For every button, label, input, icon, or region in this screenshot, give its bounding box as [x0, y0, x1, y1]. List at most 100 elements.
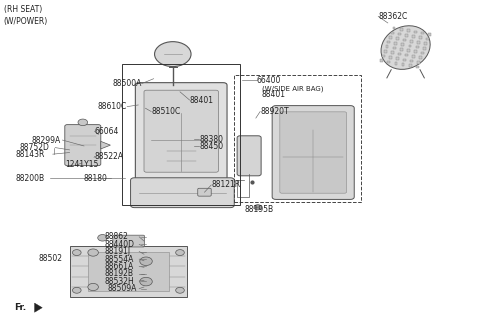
Bar: [400, 48, 403, 51]
Bar: [122, 64, 240, 205]
Text: 88143R: 88143R: [16, 150, 45, 159]
Text: 88450: 88450: [199, 142, 223, 151]
Bar: [419, 56, 422, 59]
Circle shape: [88, 249, 98, 256]
Text: 88121R: 88121R: [211, 180, 240, 190]
Bar: [421, 52, 424, 54]
Bar: [416, 46, 419, 49]
Bar: [389, 56, 392, 59]
Text: 88195B: 88195B: [245, 205, 274, 214]
Bar: [402, 63, 405, 66]
Bar: [407, 49, 410, 52]
FancyBboxPatch shape: [131, 178, 234, 208]
FancyBboxPatch shape: [88, 252, 169, 291]
FancyBboxPatch shape: [280, 112, 347, 193]
Bar: [405, 34, 408, 37]
Text: 88380: 88380: [199, 135, 223, 144]
Bar: [416, 66, 419, 68]
Circle shape: [176, 287, 184, 293]
Text: 88510C: 88510C: [151, 107, 180, 116]
Bar: [426, 38, 429, 40]
Text: 88401: 88401: [262, 90, 286, 99]
Text: (RH SEAT)
(W/POWER): (RH SEAT) (W/POWER): [4, 5, 48, 26]
Circle shape: [140, 277, 152, 286]
Text: (W/SIDE AIR BAG): (W/SIDE AIR BAG): [262, 85, 323, 92]
Bar: [403, 58, 406, 61]
Text: 88509A: 88509A: [108, 284, 137, 293]
Bar: [384, 50, 387, 53]
Bar: [395, 62, 397, 65]
Bar: [70, 246, 187, 297]
Bar: [396, 57, 399, 60]
Text: Fr.: Fr.: [14, 303, 26, 312]
Bar: [418, 41, 420, 44]
Bar: [387, 61, 390, 63]
Text: 88502: 88502: [38, 254, 62, 263]
Bar: [408, 45, 411, 47]
Bar: [412, 55, 415, 58]
Bar: [387, 41, 390, 43]
Bar: [410, 40, 413, 43]
Bar: [410, 60, 413, 62]
Text: 88180: 88180: [84, 174, 108, 183]
Circle shape: [140, 257, 152, 266]
Bar: [391, 31, 394, 34]
Text: 88752D: 88752D: [19, 143, 49, 152]
Bar: [398, 33, 401, 35]
FancyBboxPatch shape: [113, 235, 144, 247]
Bar: [234, 75, 361, 202]
Text: 88299A: 88299A: [31, 135, 60, 145]
Text: 88610C: 88610C: [98, 102, 127, 111]
Circle shape: [254, 205, 262, 210]
FancyBboxPatch shape: [198, 188, 211, 196]
Polygon shape: [35, 303, 42, 312]
Bar: [385, 46, 388, 48]
FancyBboxPatch shape: [272, 106, 354, 199]
Bar: [419, 36, 422, 39]
Bar: [393, 47, 396, 49]
Text: 88191J: 88191J: [105, 247, 131, 256]
Bar: [408, 64, 411, 67]
Bar: [389, 36, 392, 39]
Text: 1241Y15: 1241Y15: [65, 160, 98, 170]
Text: 88532H: 88532H: [105, 277, 134, 286]
Bar: [396, 37, 399, 40]
Bar: [423, 47, 426, 50]
Circle shape: [155, 42, 191, 67]
Bar: [398, 52, 401, 55]
Bar: [391, 51, 394, 54]
FancyBboxPatch shape: [135, 83, 227, 180]
Bar: [401, 43, 404, 46]
FancyBboxPatch shape: [65, 125, 101, 166]
Circle shape: [72, 250, 81, 256]
Text: 88661A: 88661A: [105, 262, 134, 271]
Text: 88554A: 88554A: [105, 255, 134, 264]
Circle shape: [88, 283, 98, 291]
Circle shape: [98, 235, 108, 241]
Text: 66064: 66064: [95, 127, 119, 136]
Text: 88920T: 88920T: [260, 107, 289, 116]
Bar: [405, 54, 408, 56]
Bar: [382, 55, 385, 57]
Circle shape: [78, 119, 88, 126]
Bar: [421, 32, 424, 34]
Bar: [414, 31, 417, 33]
Bar: [418, 61, 420, 64]
Text: 88522A: 88522A: [95, 152, 124, 161]
Polygon shape: [381, 26, 430, 69]
Text: 88862: 88862: [105, 232, 129, 241]
Bar: [424, 42, 427, 45]
Text: 88401: 88401: [190, 95, 214, 105]
Bar: [380, 59, 383, 62]
Bar: [393, 27, 396, 30]
Bar: [414, 51, 417, 53]
Text: 66400: 66400: [257, 76, 281, 85]
Bar: [428, 33, 431, 36]
FancyBboxPatch shape: [144, 90, 218, 172]
Text: 88362C: 88362C: [378, 12, 408, 21]
Bar: [412, 35, 415, 38]
Circle shape: [176, 250, 184, 256]
FancyBboxPatch shape: [237, 136, 261, 176]
Text: 88440D: 88440D: [105, 240, 134, 249]
Circle shape: [72, 287, 81, 293]
